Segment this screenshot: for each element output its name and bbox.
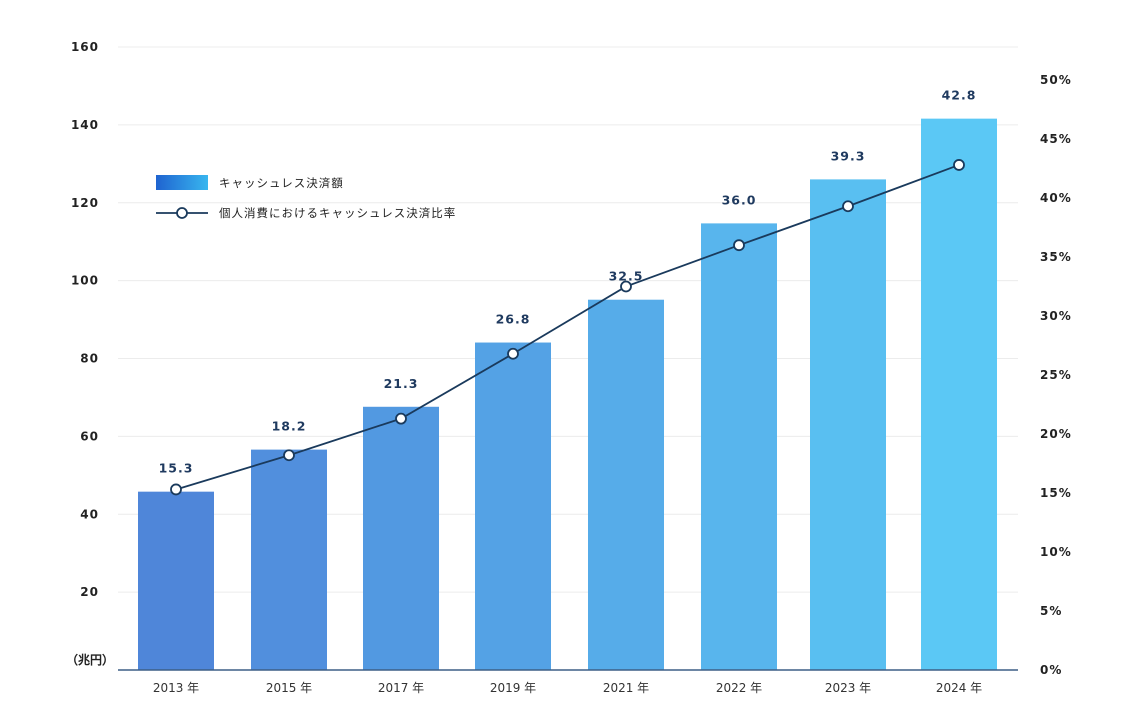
left-axis-ticks: 20 40 60 80 100 120 140 160 — [71, 40, 99, 599]
left-axis-tick-label: 60 — [80, 429, 99, 443]
line-series — [170, 159, 965, 496]
left-axis-tick-label: 140 — [71, 118, 99, 132]
bar — [251, 449, 327, 670]
left-axis-tick-label: 40 — [80, 507, 99, 521]
legend-circle-marker-icon — [176, 207, 188, 219]
left-axis-tick-label: 80 — [80, 352, 99, 366]
bar — [475, 342, 551, 670]
bar — [810, 179, 886, 670]
x-axis-tick-label: 2015 年 — [266, 681, 312, 695]
data-labels: 15.3 18.2 21.3 26.8 32.5 36.0 39.3 42.8 — [159, 88, 977, 476]
x-axis-tick-label: 2019 年 — [490, 681, 536, 695]
x-axis-tick-label: 2021 年 — [603, 681, 649, 695]
line-marker-circle-icon — [283, 449, 295, 462]
bar — [921, 118, 997, 670]
bar-series — [138, 118, 997, 670]
x-axis-tick-label: 2017 年 — [378, 681, 424, 695]
right-axis-tick-label: 5% — [1040, 604, 1062, 618]
y-axis-unit-label: （兆円） — [66, 652, 114, 667]
legend-label-line: 個人消費におけるキャッシュレス決済比率 — [219, 206, 456, 220]
right-axis-tick-label: 25% — [1040, 368, 1072, 382]
data-label: 36.0 — [722, 192, 757, 207]
left-axis-tick-label: 120 — [71, 196, 99, 210]
bar — [701, 223, 777, 670]
x-axis-tick-label: 2013 年 — [153, 681, 199, 695]
legend: キャッシュレス決済額 個人消費におけるキャッシュレス決済比率 — [156, 175, 456, 220]
right-axis-tick-label: 20% — [1040, 427, 1072, 441]
x-axis-ticks: 2013 年 2015 年 2017 年 2019 年 2021 年 2022 年 2023… — [153, 681, 982, 695]
x-axis-tick-label: 2023 年 — [825, 681, 871, 695]
line-marker-circle-icon — [842, 200, 854, 213]
left-axis-tick-label: 20 — [80, 585, 99, 599]
data-label: 32.5 — [609, 269, 644, 284]
right-axis-tick-label: 15% — [1040, 486, 1072, 500]
data-label: 42.8 — [942, 88, 977, 103]
legend-bar-swatch-icon — [156, 175, 208, 190]
right-axis-tick-label: 40% — [1040, 191, 1072, 205]
line-marker-circle-icon — [507, 347, 519, 360]
left-axis-tick-label: 100 — [71, 274, 99, 288]
bar — [138, 491, 214, 670]
x-axis-tick-label: 2024 年 — [936, 681, 982, 695]
data-label: 26.8 — [496, 312, 531, 327]
right-axis-tick-label: 45% — [1040, 132, 1072, 146]
bar — [363, 406, 439, 670]
bar — [588, 299, 664, 670]
right-axis-tick-label: 50% — [1040, 73, 1072, 87]
x-axis-tick-label: 2022 年 — [716, 681, 762, 695]
right-axis-ticks: 0% 5% 10% 15% 20% 25% 30% 35% 40% 45% 50% — [1040, 73, 1072, 677]
right-axis-tick-label: 35% — [1040, 250, 1072, 264]
data-label: 15.3 — [159, 461, 194, 476]
left-axis-tick-label: 160 — [71, 40, 99, 54]
data-label: 39.3 — [831, 148, 866, 163]
right-axis-tick-label: 30% — [1040, 309, 1072, 323]
line-marker-circle-icon — [953, 159, 965, 171]
data-label: 18.2 — [272, 419, 307, 434]
line-marker-circle-icon — [733, 239, 745, 252]
line-marker-circle-icon — [395, 412, 407, 425]
data-label: 21.3 — [384, 376, 419, 391]
ratio-line — [175, 164, 960, 491]
right-axis-tick-label: 10% — [1040, 545, 1072, 559]
right-axis-tick-label: 0% — [1040, 663, 1062, 677]
line-marker-circle-icon — [620, 280, 632, 293]
line-marker-circle-icon — [170, 483, 182, 496]
legend-label-bar: キャッシュレス決済額 — [219, 176, 344, 190]
